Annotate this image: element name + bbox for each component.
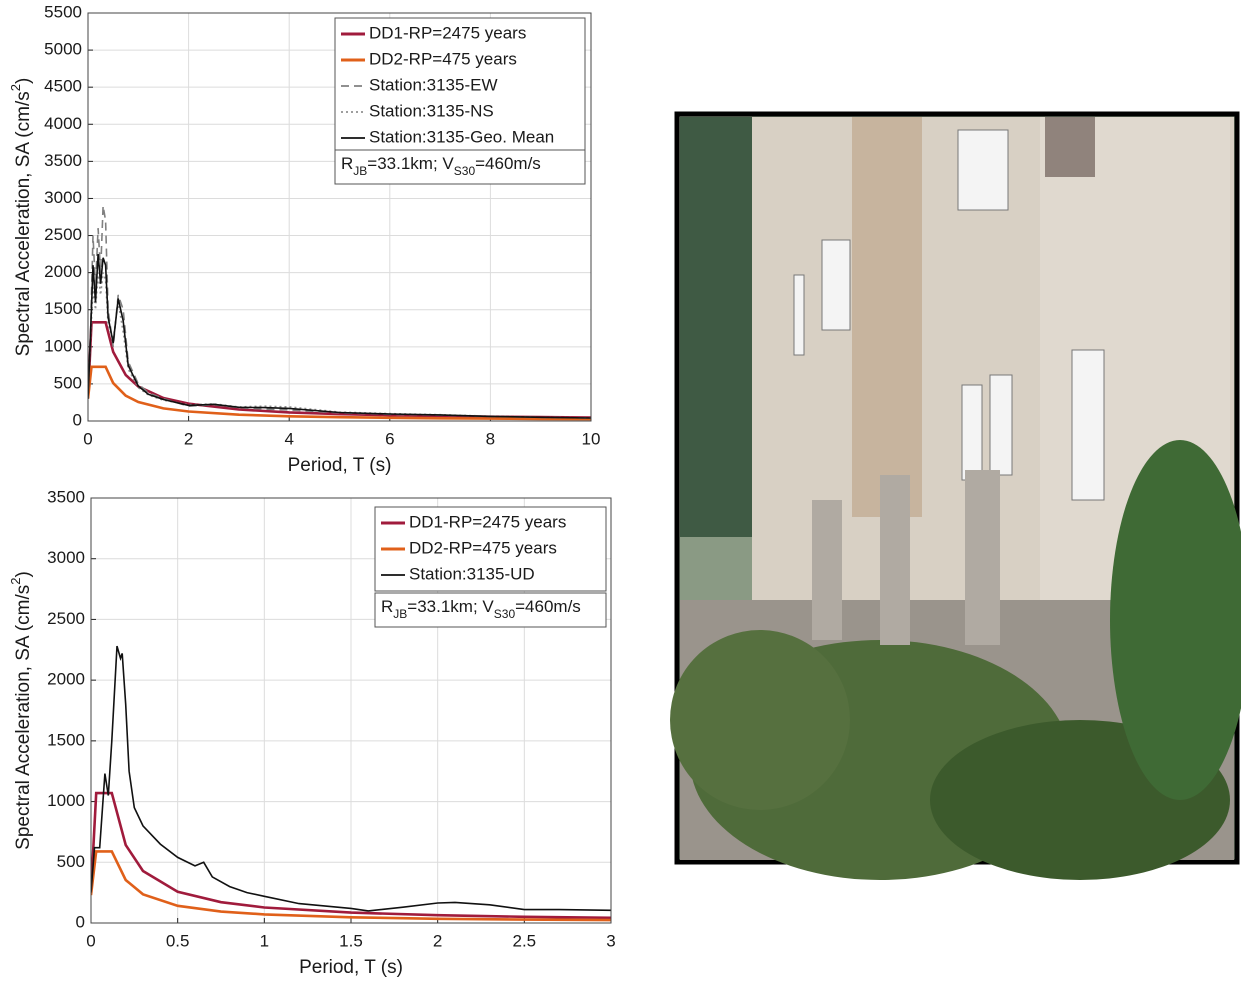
y-tick-label: 3500 [44,151,82,170]
y-tick-label: 1000 [47,791,85,810]
series-line [88,254,591,419]
legend-label: DD2-RP=475 years [369,49,517,68]
y-tick-label: 2500 [47,609,85,628]
y-tick-label: 500 [54,373,82,392]
y-axis-label-part: 2 [8,84,23,91]
x-tick-label: 2 [184,429,193,448]
x-tick-label: 2.5 [513,931,537,950]
x-tick-label: 10 [582,429,601,448]
legend-label: Station:3135-EW [369,75,498,94]
legend-label: Station:3135-UD [409,564,535,583]
y-tick-label: 3500 [47,487,85,506]
series-line [88,321,591,419]
annotation-part: =460m/s [515,597,581,616]
annotation: RJB=33.1km; VS30=460m/s [341,154,541,178]
annotation-box [374,592,607,628]
legend-label: DD1-RP=2475 years [369,23,526,42]
annotation-part: =460m/s [475,154,541,173]
x-tick-label: 1.5 [339,931,363,950]
y-tick-label: 3000 [44,188,82,207]
y-tick-label: 1000 [44,336,82,355]
x-tick-label: 0.5 [166,931,190,950]
y-axis-label: Spectral Acceleration, SA (cm/s2) [8,78,34,357]
chart: 0 2 4 6 8 10 0 500 1000 1500 2000 2500 3000 3500 4000 4… [8,2,601,476]
annotation-part: S30 [494,607,516,621]
x-tick-label: 1 [260,931,269,950]
legend-label: Station:3135-Geo. Mean [369,127,554,146]
x-tick-label: 3 [606,931,615,950]
y-tick-label: 1500 [47,730,85,749]
annotation-part: R [381,597,393,616]
annotation-part: =33.1km; V [367,154,454,173]
series-line [91,791,611,920]
y-tick-label: 2000 [47,670,85,689]
x-tick-label: 6 [385,429,394,448]
series-line [91,645,611,912]
y-axis-label-part: ) [13,571,34,577]
series-line [88,365,591,421]
legend-label: Station:3135-NS [369,101,494,120]
series-line [91,850,611,922]
annotation-part: =33.1km; V [407,597,494,616]
x-tick-label: 8 [486,429,495,448]
annotation: RJB=33.1km; VS30=460m/s [381,597,581,621]
x-axis-label: Period, T (s) [288,455,392,476]
y-axis-label-part: Spectral Acceleration, SA (cm/s [13,91,34,356]
plot-frame [87,12,592,422]
annotation-part: JB [393,607,407,621]
y-tick-label: 2000 [44,262,82,281]
photo [670,111,1241,880]
y-tick-label: 0 [76,912,85,931]
y-tick-label: 5500 [44,2,82,21]
x-tick-label: 0 [83,429,92,448]
annotation-part: JB [353,164,367,178]
annotation-part: S30 [454,164,476,178]
y-tick-label: 4500 [44,77,82,96]
annotation-box [334,149,586,185]
y-tick-label: 5000 [44,40,82,59]
legend-label: DD1-RP=2475 years [409,512,566,531]
y-tick-label: 2500 [44,225,82,244]
y-tick-label: 0 [73,410,82,429]
y-tick-label: 1500 [44,299,82,318]
y-tick-label: 3000 [47,548,85,567]
plot-frame [90,497,612,924]
y-tick-label: 500 [57,852,85,871]
legend-label: DD2-RP=475 years [409,538,557,557]
chart: 0 0.5 1 1.5 2 2.5 3 0 500 1000 1500 2000 2500 3000 350… [8,487,616,978]
y-axis-label-part: 2 [8,578,23,585]
x-tick-label: 0 [86,931,95,950]
y-axis-label-part: ) [13,78,34,84]
y-axis-label: Spectral Acceleration, SA (cm/s2) [8,571,34,850]
annotation-part: R [341,154,353,173]
y-axis-label-part: Spectral Acceleration, SA (cm/s [13,585,34,850]
x-tick-label: 2 [433,931,442,950]
legend-box [334,17,586,155]
legend-box [374,506,607,592]
y-tick-label: 4000 [44,114,82,133]
x-tick-label: 4 [284,429,293,448]
x-axis-label: Period, T (s) [299,957,403,978]
